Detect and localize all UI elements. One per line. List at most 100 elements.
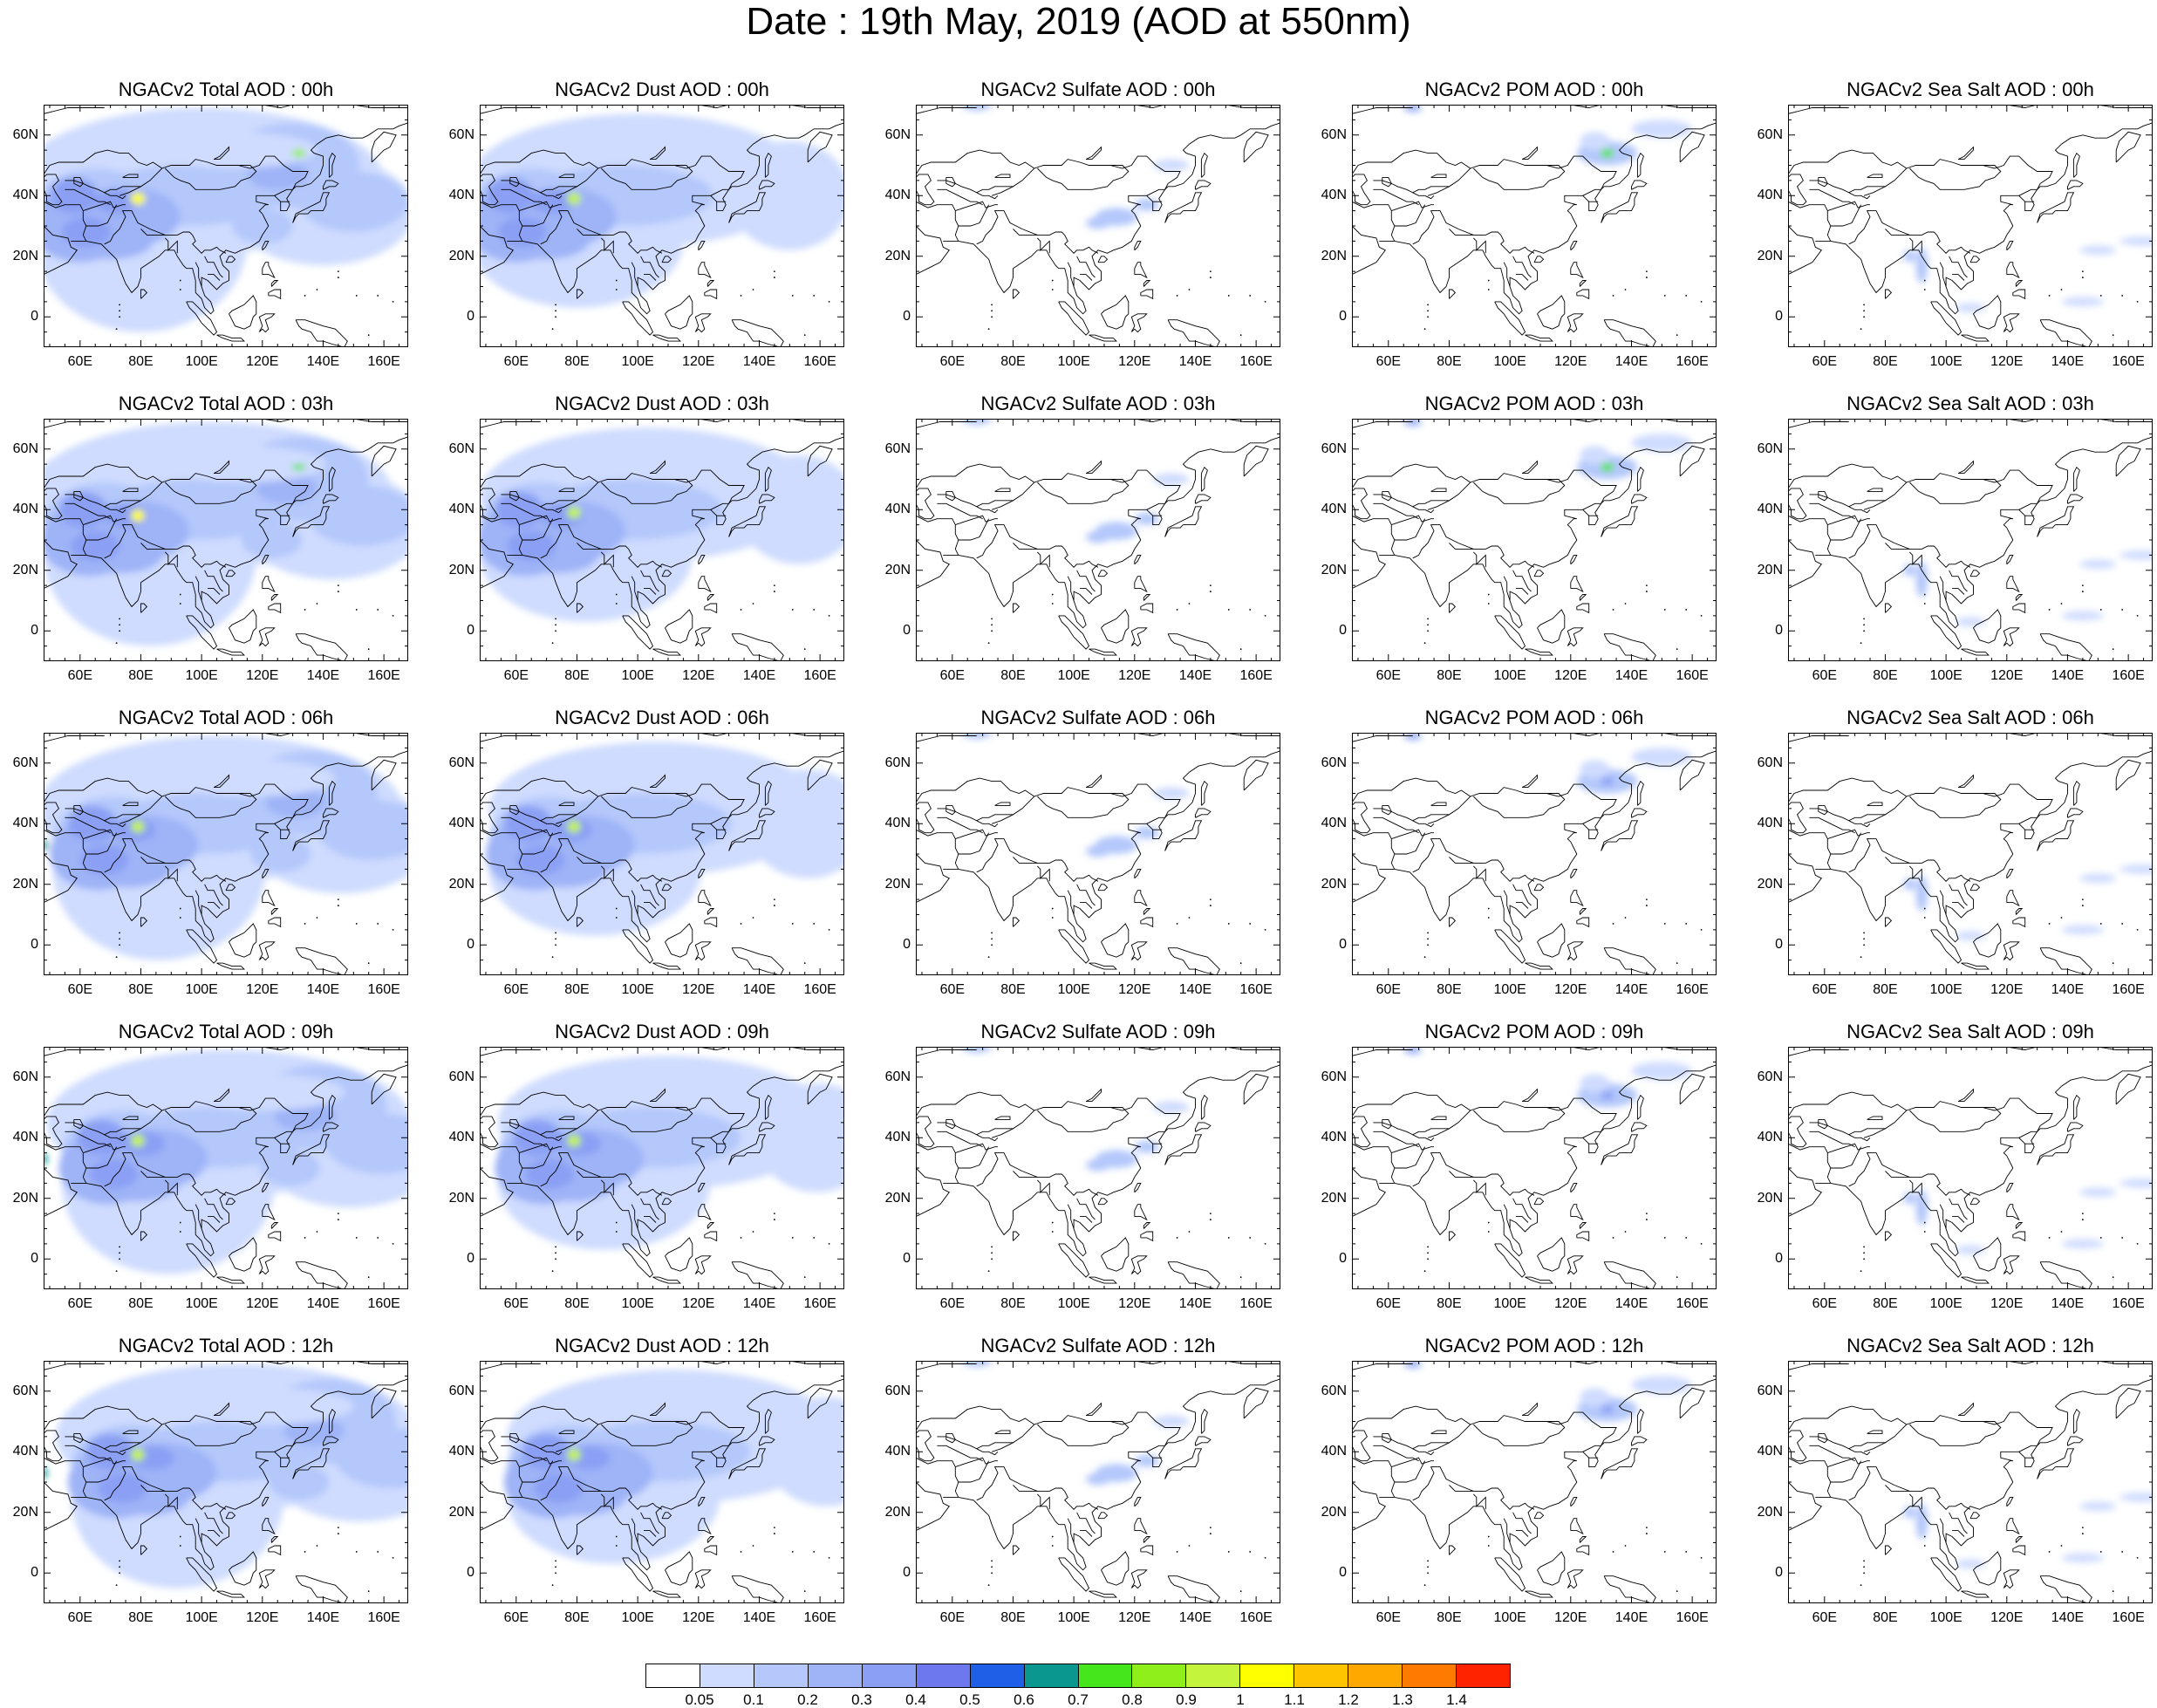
boundary-line [600,1179,614,1196]
boundary-line [1867,1430,1883,1434]
island-dot [1487,907,1490,910]
map-svg [44,1361,408,1603]
boundary-line [323,180,339,190]
boundary-line [1089,334,1117,342]
island-dot [1685,923,1688,925]
boundary-line [1097,256,1109,263]
boundary-line [1089,648,1117,656]
island-dot [843,917,844,919]
aod-field [44,735,408,960]
x-tick-label: 140E [1178,1296,1212,1311]
boundary-line [1064,235,1099,254]
island-dot [1239,962,1242,964]
boundary-line [1067,1518,1075,1543]
boundary-line [558,174,575,178]
boundary-line [1427,787,1566,824]
aod-field [961,1047,1190,1172]
boundary-line [1809,808,1886,822]
island-dot [2048,923,2051,925]
island-dot [377,295,379,297]
boundary-line [649,1088,666,1103]
boundary-line [71,122,408,315]
colorbar-label: 0.1 [743,1691,764,1708]
boundary-line [65,1131,111,1148]
island-dot [316,917,318,919]
boundary-line [1570,105,1601,108]
aod-patch [1086,530,1110,543]
boundary-line [204,1198,223,1220]
boundary-line [1140,917,1154,928]
boundary-line [694,627,712,647]
island-dot [740,295,742,297]
boundary-line [522,518,554,541]
boundary-line [694,941,712,961]
island-dot [987,642,990,645]
coastlines [1788,419,2153,661]
boundary-line [1570,733,1601,736]
island-dot [991,1258,993,1261]
boundary-line [916,853,950,904]
boundary-line [1908,551,1922,568]
boundary-line [1818,1432,1828,1444]
boundary-line [1512,1198,1532,1220]
boundary-line [2006,868,2014,879]
boundary-line [1863,1415,2002,1452]
boundary-line [1200,1408,1208,1434]
island-dot [551,1584,554,1587]
boundary-line [640,1198,659,1220]
island-dot [1663,295,1666,297]
aod-patch [1580,1388,1611,1407]
y-tick-label: 60N [448,441,474,456]
boundary-line [1089,1276,1117,1284]
boundary-line [274,502,293,510]
boundary-line [631,576,638,601]
panel-title: NGACv2 Dust AOD : 00h [555,79,769,100]
boundary-line [1525,334,1553,342]
boundary-line [2018,188,2038,196]
island-dot [1676,334,1678,336]
boundary-line [916,829,959,870]
island-dot [337,1533,339,1534]
boundary-line [1576,1231,1590,1242]
island-dot [1176,609,1178,611]
island-dot [179,1535,181,1538]
boundary-line [480,463,599,489]
boundary-line [1089,962,1117,970]
boundary-line [1013,1545,1020,1555]
boundary-line [1939,262,1947,287]
island-dot [555,1560,556,1562]
boundary-line [728,1134,767,1165]
x-tick-label: 80E [1873,668,1898,683]
boundary-line [728,820,767,851]
aod-patch [747,769,844,878]
boundary-line [1830,204,1862,227]
boundary-line [225,1512,236,1520]
boundary-line [1830,1146,1862,1169]
x-tick-label: 120E [682,982,715,997]
island-dot [407,603,408,605]
boundary-line [44,777,163,803]
boundary-line [104,506,126,514]
boundary-line [208,1216,221,1223]
island-dot [1645,1219,1648,1220]
boundary-line [1827,1457,1870,1468]
y-tick-label: 60N [1321,441,1347,456]
boundary-line [1076,256,1096,278]
boundary-line [789,1361,844,1364]
y-tick-label: 60N [884,1069,911,1084]
island-dot [1239,1276,1242,1278]
boundary-line [1412,210,1502,245]
boundary-line [764,1094,772,1120]
island-dot [1209,898,1212,901]
y-tick-label: 60N [884,441,911,456]
boundary-line [976,1466,1066,1501]
boundary-line [1952,588,1965,595]
boundary-line [262,868,270,879]
colorbar-swatch [916,1664,971,1687]
boundary-line [85,518,118,541]
x-tick-label: 100E [185,668,218,683]
boundary-line [1952,1530,1965,1537]
boundary-line [44,225,78,276]
boundary-line [2067,1436,2084,1446]
island-dot [615,1545,618,1547]
